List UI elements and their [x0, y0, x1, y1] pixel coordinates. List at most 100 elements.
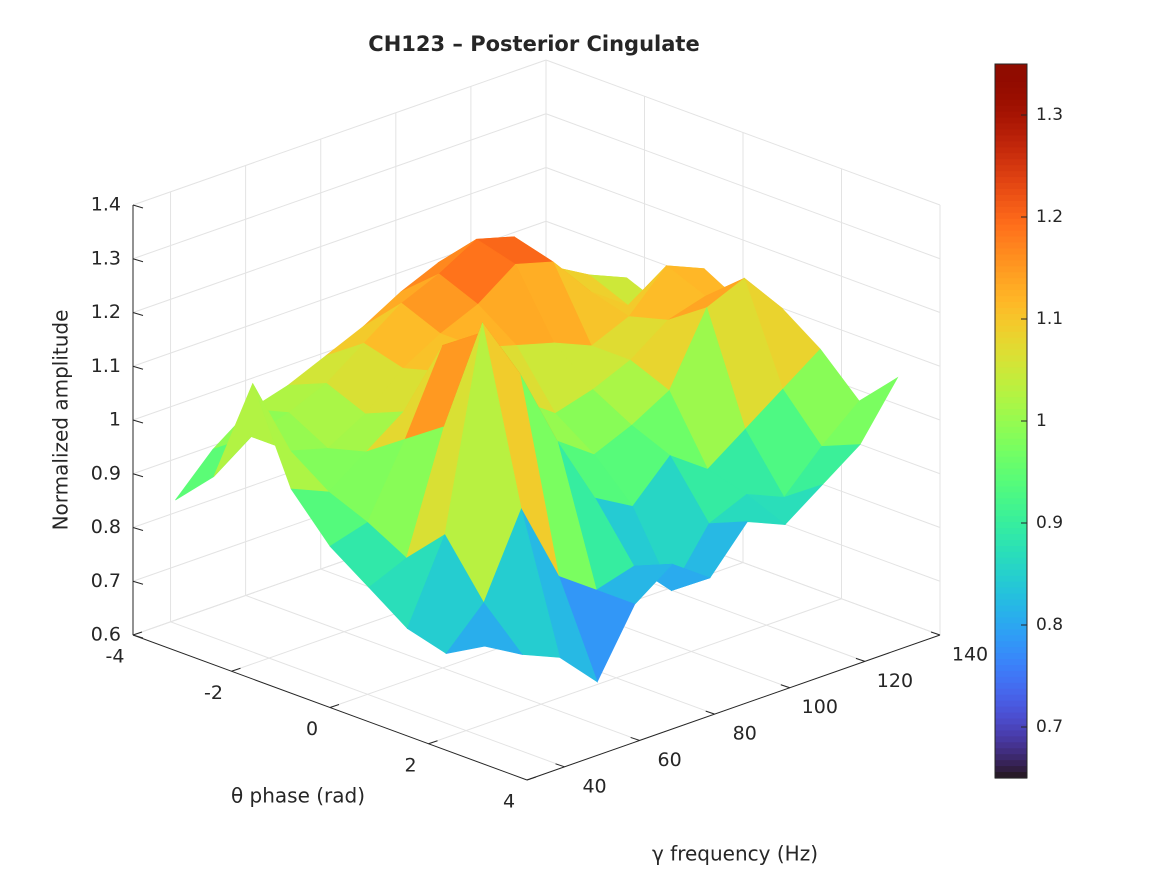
colorbar-swatch: [995, 349, 1027, 357]
colorbar-swatch: [995, 278, 1027, 285]
colorbar-swatch: [995, 456, 1027, 464]
z-axis-label: Normalized amplitude: [49, 310, 73, 531]
y-tick-label: 40: [582, 775, 606, 797]
y-tick-label: 120: [877, 670, 913, 692]
colorbar-swatch: [995, 676, 1027, 684]
z-tick-label: 0.9: [91, 462, 121, 484]
colorbar-swatch: [995, 522, 1027, 529]
grid-line: [245, 594, 640, 741]
colorbar-swatch: [995, 468, 1027, 476]
colorbar-swatch: [995, 307, 1027, 315]
z-tick-label: 1.2: [91, 301, 121, 323]
colorbar-tick-label: 0.9: [1036, 513, 1063, 533]
colorbar-swatch: [995, 575, 1027, 583]
colorbar-swatch: [995, 254, 1027, 261]
colorbar: 0.7 0.8 0.9 1 1.1 1.2 1.3: [994, 63, 1063, 779]
y-tick-label: 140: [952, 644, 988, 666]
colorbar-swatch: [995, 165, 1027, 172]
colorbar-swatch: [995, 760, 1027, 767]
x-tick: [329, 704, 340, 708]
colorbar-swatch: [995, 337, 1027, 345]
colorbar-swatch: [995, 218, 1027, 226]
colorbar-swatch: [995, 647, 1027, 654]
colorbar-swatch: [995, 694, 1027, 702]
colorbar-swatch: [995, 766, 1027, 773]
x-tick-label: 2: [404, 754, 416, 776]
colorbar-swatch: [995, 159, 1027, 166]
y-tick: [930, 631, 941, 636]
colorbar-swatch: [995, 272, 1027, 279]
colorbar-tick-label: 0.7: [1036, 717, 1063, 737]
y-tick-label: 80: [733, 723, 757, 745]
colorbar-swatch: [995, 492, 1027, 499]
x-tick-label: -2: [204, 682, 223, 704]
colorbar-swatch: [995, 450, 1027, 458]
z-tick: [132, 419, 144, 424]
y-axis: [526, 634, 941, 781]
colorbar-swatch: [995, 69, 1027, 77]
surface-patch: [445, 602, 523, 655]
colorbar-swatch: [995, 670, 1027, 678]
colorbar-swatch: [995, 397, 1027, 404]
colorbar-swatch: [995, 516, 1027, 523]
colorbar-swatch: [995, 730, 1027, 737]
x-tick-label: -4: [106, 646, 125, 668]
colorbar-swatch: [995, 200, 1027, 208]
colorbar-swatch: [995, 385, 1027, 392]
colorbar-swatch: [995, 718, 1027, 726]
y-axis-label: γ frequency (Hz): [652, 842, 818, 866]
colorbar-swatch: [995, 284, 1027, 291]
colorbar-swatch: [995, 105, 1027, 113]
chart-title: CH123 – Posterior Cingulate: [368, 32, 699, 56]
colorbar-swatch: [995, 706, 1027, 714]
colorbar-swatch: [995, 415, 1027, 422]
colorbar-swatch: [995, 623, 1027, 630]
z-tick-label: 1.4: [91, 194, 121, 216]
x-tick: [231, 667, 241, 672]
colorbar-swatch: [995, 736, 1027, 743]
colorbar-swatch: [995, 664, 1027, 672]
colorbar-swatch: [995, 93, 1027, 101]
colorbar-swatch: [995, 242, 1027, 250]
colorbar-tick-label: 1.1: [1036, 309, 1063, 329]
colorbar-swatch: [995, 194, 1027, 202]
z-tick: [132, 258, 144, 263]
colorbar-swatch: [995, 260, 1027, 267]
colorbar-swatch: [995, 302, 1027, 309]
colorbar-swatch: [995, 409, 1027, 416]
z-tick: [132, 365, 144, 370]
colorbar-swatch: [995, 117, 1027, 125]
colorbar-swatch: [995, 319, 1027, 327]
x-tick: [428, 740, 438, 745]
x-tick: [132, 631, 143, 636]
colorbar-tick-label: 1.2: [1036, 207, 1063, 227]
colorbar-swatch: [995, 498, 1027, 505]
colorbar-swatch: [995, 540, 1027, 547]
colorbar-swatch: [995, 248, 1027, 255]
colorbar-swatch: [995, 224, 1027, 232]
colorbar-swatch: [995, 123, 1027, 131]
y-tick: [705, 710, 715, 715]
surface: [175, 236, 899, 683]
colorbar-swatch: [995, 528, 1027, 535]
axes: -4 -2 0 2 4 40 60 80 100 120 140 0.6 0.7 0.8 0.9 1 1.1 1.…: [91, 194, 988, 813]
colorbar-swatch: [995, 343, 1027, 351]
colorbar-swatch: [995, 177, 1027, 184]
z-tick: [132, 473, 144, 478]
colorbar-swatch: [995, 361, 1027, 369]
y-tick: [780, 684, 790, 689]
colorbar-swatch: [995, 712, 1027, 720]
colorbar-swatch: [995, 688, 1027, 696]
colorbar-swatch: [995, 748, 1027, 755]
y-tick: [630, 736, 640, 741]
colorbar-tick-label: 1: [1036, 411, 1047, 431]
colorbar-swatch: [995, 135, 1027, 142]
colorbar-swatch: [995, 367, 1027, 374]
colorbar-swatch: [995, 355, 1027, 363]
x-tick-label: 4: [503, 791, 515, 813]
colorbar-swatch: [995, 331, 1027, 339]
z-tick-label: 0.8: [91, 516, 121, 538]
grid-line: [132, 113, 547, 260]
colorbar-swatch: [995, 462, 1027, 470]
colorbar-swatch: [995, 75, 1027, 83]
